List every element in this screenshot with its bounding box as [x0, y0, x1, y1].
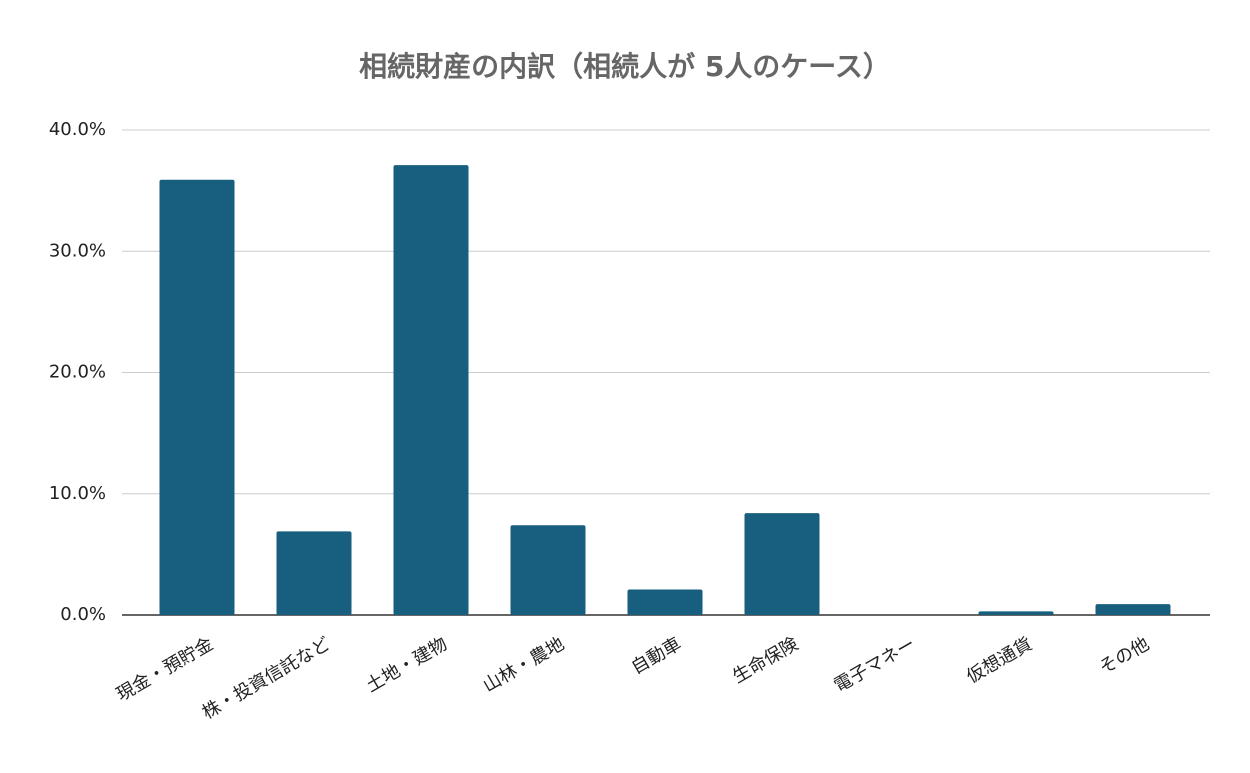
- x-tick-label: 山林・農地: [480, 633, 568, 696]
- y-tick-label: 20.0%: [49, 362, 106, 383]
- x-tick-label: 仮想通貨: [963, 633, 1036, 687]
- bar: [978, 611, 1054, 615]
- y-tick-label: 10.0%: [49, 483, 106, 504]
- bar: [744, 513, 820, 615]
- bar: [159, 179, 235, 615]
- bar: [627, 589, 703, 615]
- x-tick-label: 株・投資信託など: [199, 633, 334, 723]
- x-tick-label: 土地・建物: [363, 633, 451, 696]
- chart-title: 相続財産の内訳（相続人が 5人のケース）: [359, 50, 891, 83]
- x-tick-label: 生命保険: [729, 633, 802, 687]
- bar: [393, 165, 469, 615]
- x-tick-label: 現金・預貯金: [113, 633, 217, 705]
- x-tick-label: 電子マネー: [831, 633, 919, 696]
- bar: [276, 531, 352, 615]
- x-tick-label: 自動車: [628, 633, 685, 678]
- y-tick-label: 40.0%: [49, 119, 106, 140]
- bar: [1095, 604, 1171, 615]
- bar: [510, 525, 586, 615]
- y-tick-label: 0.0%: [60, 604, 106, 625]
- y-tick-label: 30.0%: [49, 240, 106, 261]
- x-tick-label: その他: [1096, 633, 1153, 678]
